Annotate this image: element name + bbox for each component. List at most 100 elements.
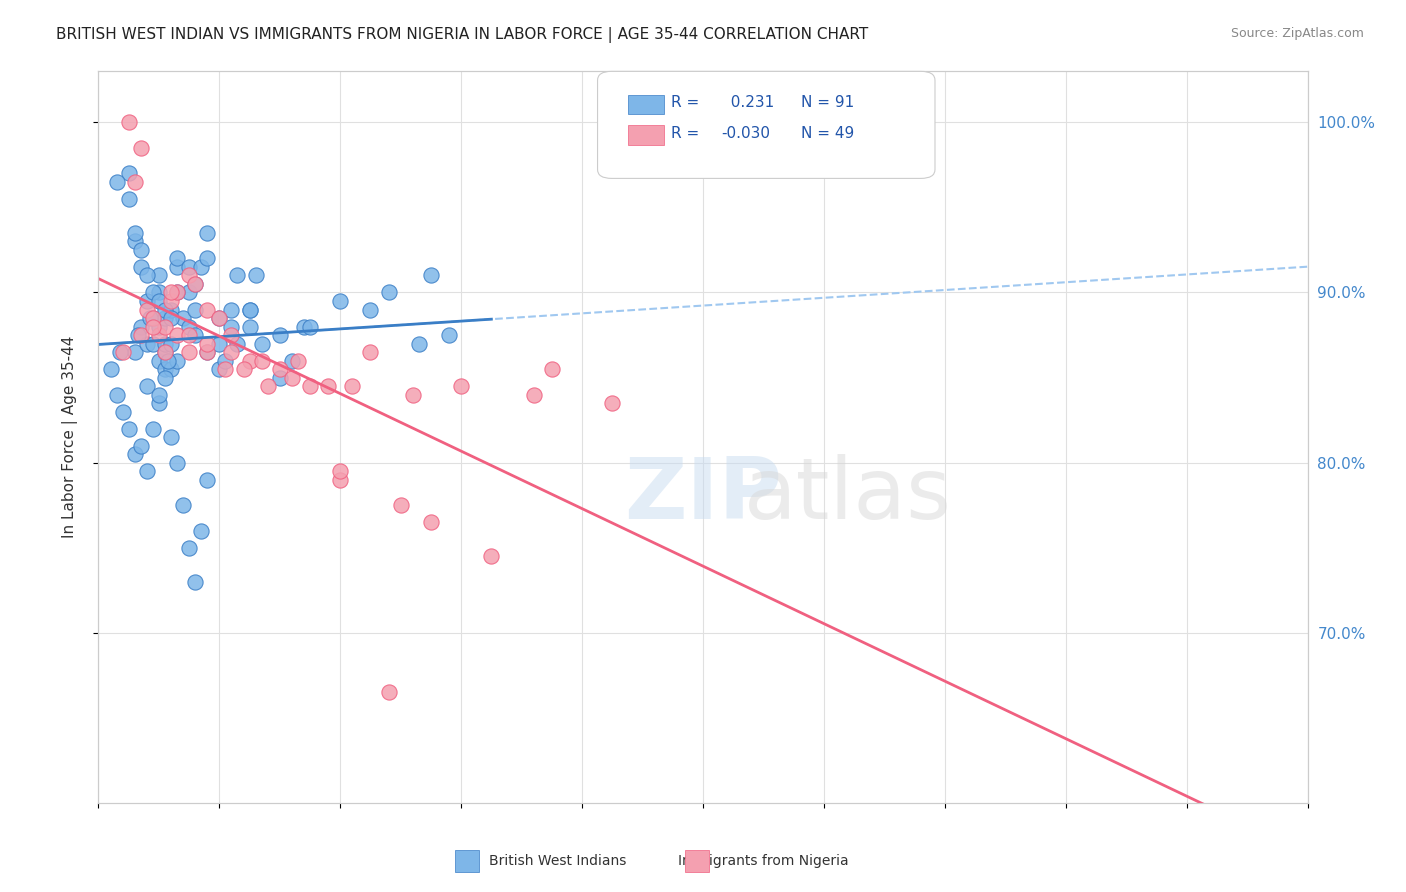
Point <box>160 302 183 317</box>
Point <box>360 302 382 317</box>
Point <box>389 498 412 512</box>
Point <box>221 319 243 334</box>
Point <box>148 387 170 401</box>
Bar <box>456 850 479 872</box>
Point <box>239 353 262 368</box>
Point <box>377 685 399 699</box>
Point <box>148 396 170 410</box>
Point <box>239 302 262 317</box>
Point <box>377 285 399 300</box>
Point <box>540 362 562 376</box>
Point <box>142 311 165 326</box>
Point <box>129 319 152 334</box>
Point <box>256 379 278 393</box>
Point <box>166 285 188 300</box>
Point <box>111 404 134 418</box>
Point <box>166 353 188 368</box>
Point <box>214 353 236 368</box>
Point <box>481 549 503 563</box>
Point <box>105 387 128 401</box>
Point <box>245 268 267 283</box>
Point <box>184 302 207 317</box>
Text: R =: R = <box>671 95 699 110</box>
Point <box>208 311 231 326</box>
Point <box>195 226 218 240</box>
Text: -0.030: -0.030 <box>721 127 770 141</box>
Point <box>135 268 157 283</box>
Point <box>172 311 194 326</box>
Point <box>153 345 176 359</box>
Point <box>195 302 218 317</box>
Point <box>299 379 322 393</box>
Point <box>342 379 364 393</box>
Point <box>148 328 170 343</box>
Point <box>299 319 322 334</box>
Point <box>127 328 149 343</box>
Point <box>329 464 352 478</box>
Point <box>269 328 291 343</box>
Point <box>124 345 146 359</box>
Text: N = 91: N = 91 <box>801 95 855 110</box>
Point <box>118 192 141 206</box>
Point <box>420 268 443 283</box>
Point <box>156 353 179 368</box>
Point <box>420 515 443 529</box>
Y-axis label: In Labor Force | Age 35-44: In Labor Force | Age 35-44 <box>62 336 77 538</box>
Point <box>153 336 176 351</box>
Point <box>166 285 188 300</box>
Point <box>450 379 472 393</box>
Point <box>226 268 249 283</box>
Point <box>214 362 236 376</box>
Point <box>142 319 165 334</box>
Point <box>232 362 254 376</box>
Point <box>287 353 309 368</box>
Point <box>602 396 624 410</box>
Point <box>329 473 352 487</box>
Point <box>172 498 194 512</box>
Point <box>208 336 231 351</box>
Point <box>160 336 183 351</box>
Point <box>160 311 183 326</box>
Point <box>148 293 170 308</box>
Point <box>179 285 201 300</box>
Point <box>184 277 207 291</box>
Point <box>124 175 146 189</box>
Point <box>142 285 165 300</box>
Point <box>148 353 170 368</box>
Point <box>360 345 382 359</box>
Text: N = 49: N = 49 <box>801 127 855 141</box>
Point <box>105 175 128 189</box>
Point <box>208 311 231 326</box>
Point <box>269 370 291 384</box>
Point <box>153 302 176 317</box>
Point <box>118 421 141 435</box>
Point <box>118 166 141 180</box>
Point <box>408 336 430 351</box>
Point <box>153 319 176 334</box>
Point <box>184 277 207 291</box>
Point <box>239 302 262 317</box>
Text: atlas: atlas <box>744 454 952 537</box>
Point <box>129 328 152 343</box>
Point <box>402 387 425 401</box>
Point <box>239 319 262 334</box>
Point <box>160 293 183 308</box>
Point <box>195 336 218 351</box>
Point <box>179 345 201 359</box>
Point <box>160 362 183 376</box>
Point <box>281 353 304 368</box>
Point <box>190 524 212 538</box>
Point <box>221 302 243 317</box>
Point <box>179 328 201 343</box>
Point <box>221 345 243 359</box>
Point <box>153 311 176 326</box>
Point <box>160 430 183 444</box>
Point <box>316 379 339 393</box>
Point <box>329 293 352 308</box>
Point <box>179 260 201 274</box>
Point <box>135 302 157 317</box>
Point <box>166 252 188 266</box>
Bar <box>685 850 709 872</box>
Point <box>153 370 176 384</box>
Point <box>179 541 201 555</box>
